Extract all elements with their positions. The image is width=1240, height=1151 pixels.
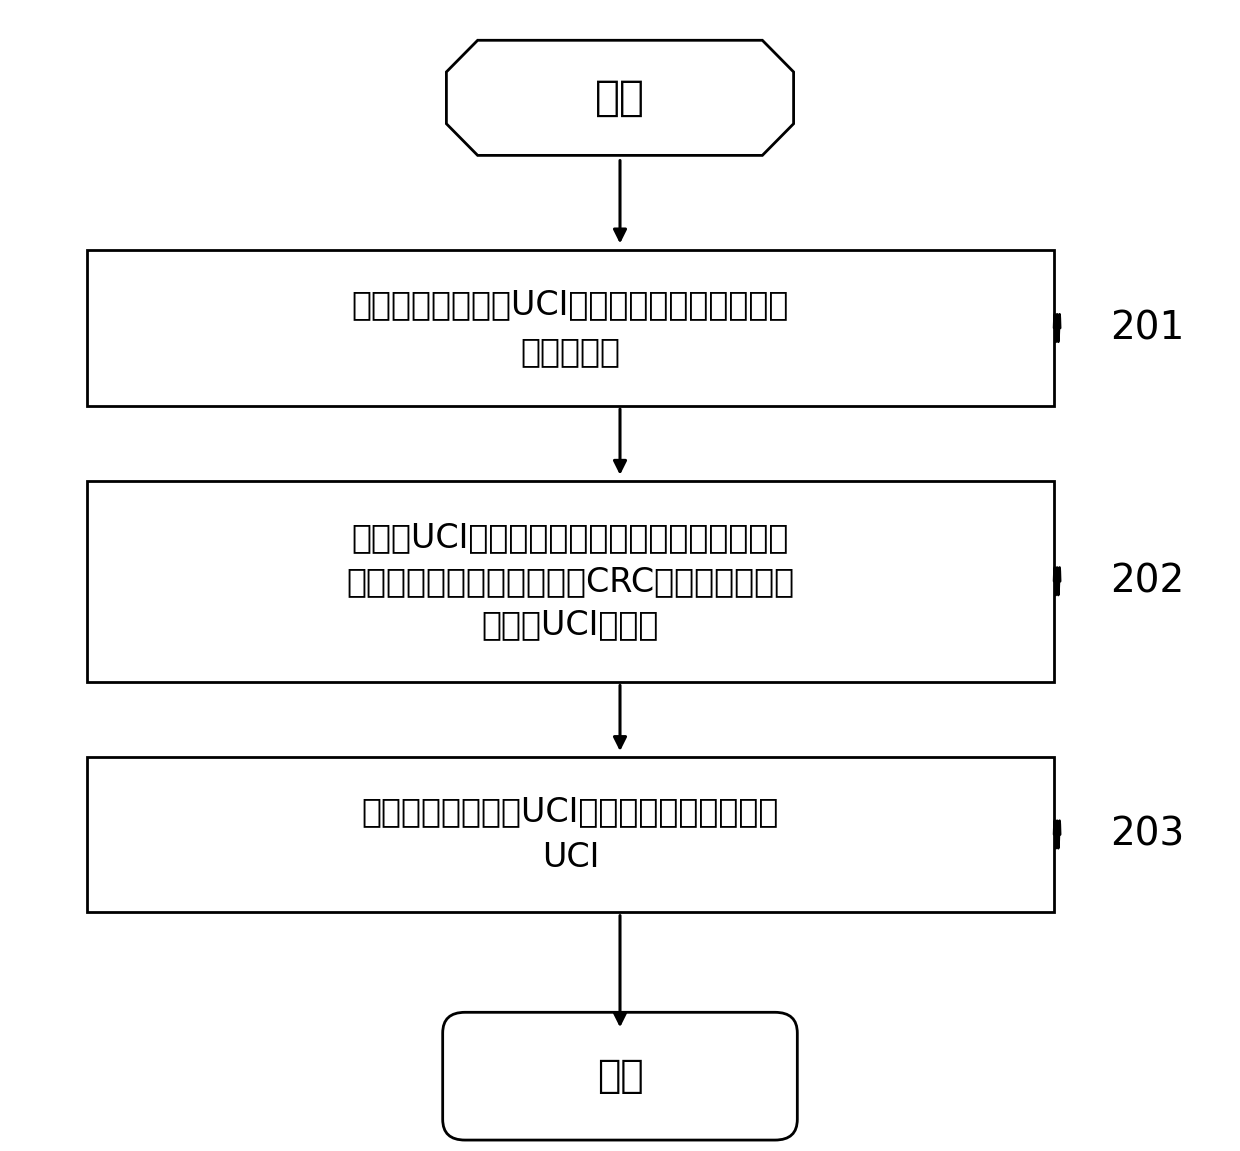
Bar (87, 481, 1054, 681)
Bar (87, 757, 1054, 912)
Text: 判断上行控制信息UCI的比特数是否满足预定的: 判断上行控制信息UCI的比特数是否满足预定的 (352, 288, 789, 321)
Text: 结束: 结束 (596, 1057, 644, 1096)
Text: 当所述UCI的比特数满足所述预定的比特数范围: 当所述UCI的比特数满足所述预定的比特数范围 (352, 521, 789, 555)
Text: 在确定的传输所述UCI的所述资源上接收所述: 在确定的传输所述UCI的所述资源上接收所述 (362, 794, 779, 828)
Text: UCI: UCI (542, 841, 599, 875)
Text: 203: 203 (1110, 815, 1184, 854)
Text: 201: 201 (1110, 308, 1184, 348)
Text: 开始: 开始 (595, 77, 645, 119)
Text: 202: 202 (1110, 562, 1184, 601)
Bar (87, 251, 1054, 406)
Text: 输所述UCI的资源: 输所述UCI的资源 (481, 608, 660, 641)
Text: 比特数范围: 比特数范围 (521, 335, 620, 368)
Text: 时，按照参考循环冗余校验CRC比特数，确定传: 时，按照参考循环冗余校验CRC比特数，确定传 (346, 565, 795, 597)
